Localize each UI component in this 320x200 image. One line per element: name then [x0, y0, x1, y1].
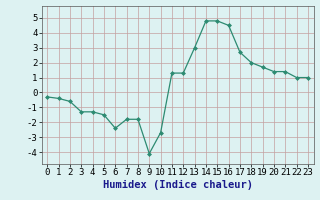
- X-axis label: Humidex (Indice chaleur): Humidex (Indice chaleur): [103, 180, 252, 190]
